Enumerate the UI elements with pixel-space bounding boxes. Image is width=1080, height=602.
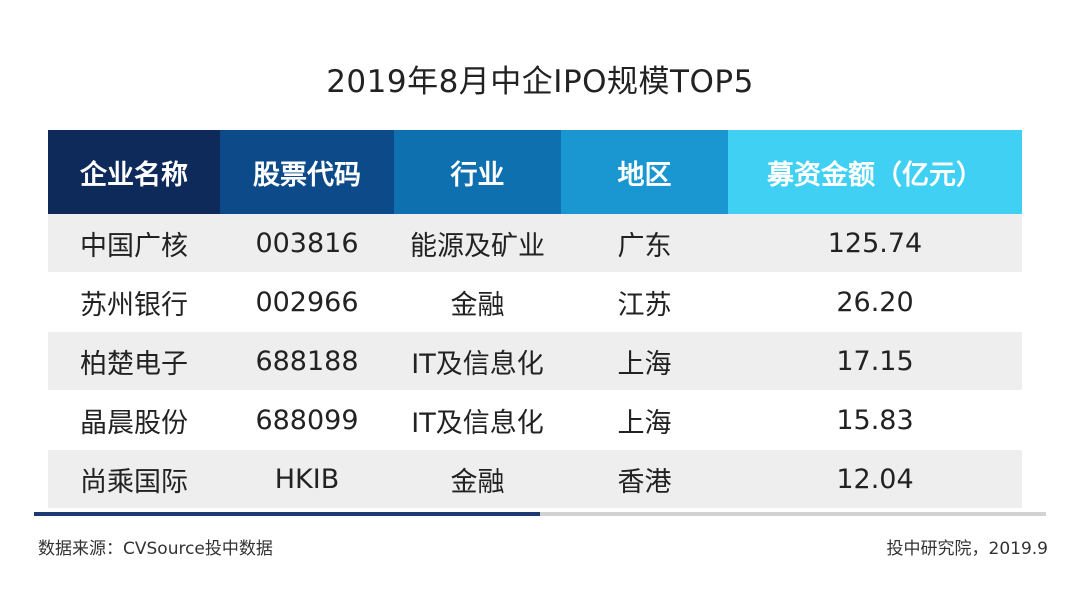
cell-company-name: 晶晨股份 <box>48 390 220 450</box>
table-row: 苏州银行 002966 金融 江苏 26.20 <box>48 272 1022 332</box>
divider-rule-accent <box>34 512 540 516</box>
cell-stock-code: 002966 <box>220 272 394 332</box>
credit-note: 投中研究院，2019.9 <box>886 539 1048 559</box>
data-source-note: 数据来源：CVSource投中数据 <box>38 539 273 559</box>
divider-rule <box>34 512 1046 516</box>
cell-region: 香港 <box>561 449 728 509</box>
table-header-row: 企业名称 股票代码 行业 地区 募资金额（亿元） <box>48 130 1022 214</box>
cell-industry: IT及信息化 <box>394 390 561 450</box>
cell-company-name: 尚乘国际 <box>48 449 220 509</box>
cell-company-name: 苏州银行 <box>48 272 220 332</box>
cell-region: 上海 <box>561 390 728 450</box>
cell-industry: 金融 <box>394 449 561 509</box>
table-row: 中国广核 003816 能源及矿业 广东 125.74 <box>48 214 1022 273</box>
cell-funds-raised: 26.20 <box>728 272 1022 332</box>
cell-industry: 能源及矿业 <box>394 214 561 273</box>
table-row: 晶晨股份 688099 IT及信息化 上海 15.83 <box>48 390 1022 450</box>
cell-region: 广东 <box>561 214 728 273</box>
cell-company-name: 柏楚电子 <box>48 331 220 391</box>
ipo-table: 企业名称 股票代码 行业 地区 募资金额（亿元） 中国广核 003816 能源及… <box>48 130 1022 509</box>
header-industry: 行业 <box>394 130 561 214</box>
cell-stock-code: 688188 <box>220 331 394 391</box>
header-stock-code: 股票代码 <box>220 130 394 214</box>
cell-funds-raised: 12.04 <box>728 449 1022 509</box>
page-title: 2019年8月中企IPO规模TOP5 <box>326 64 754 100</box>
cell-stock-code: HKIB <box>220 449 394 509</box>
table-row: 尚乘国际 HKIB 金融 香港 12.04 <box>48 449 1022 509</box>
cell-company-name: 中国广核 <box>48 214 220 273</box>
cell-funds-raised: 17.15 <box>728 331 1022 391</box>
cell-stock-code: 688099 <box>220 390 394 450</box>
header-funds-raised: 募资金额（亿元） <box>728 130 1022 214</box>
header-company-name: 企业名称 <box>48 130 220 214</box>
cell-stock-code: 003816 <box>220 214 394 273</box>
cell-region: 上海 <box>561 331 728 391</box>
cell-industry: IT及信息化 <box>394 331 561 391</box>
header-region: 地区 <box>561 130 728 214</box>
table-row: 柏楚电子 688188 IT及信息化 上海 17.15 <box>48 331 1022 391</box>
cell-funds-raised: 15.83 <box>728 390 1022 450</box>
cell-industry: 金融 <box>394 272 561 332</box>
cell-funds-raised: 125.74 <box>728 214 1022 273</box>
cell-region: 江苏 <box>561 272 728 332</box>
